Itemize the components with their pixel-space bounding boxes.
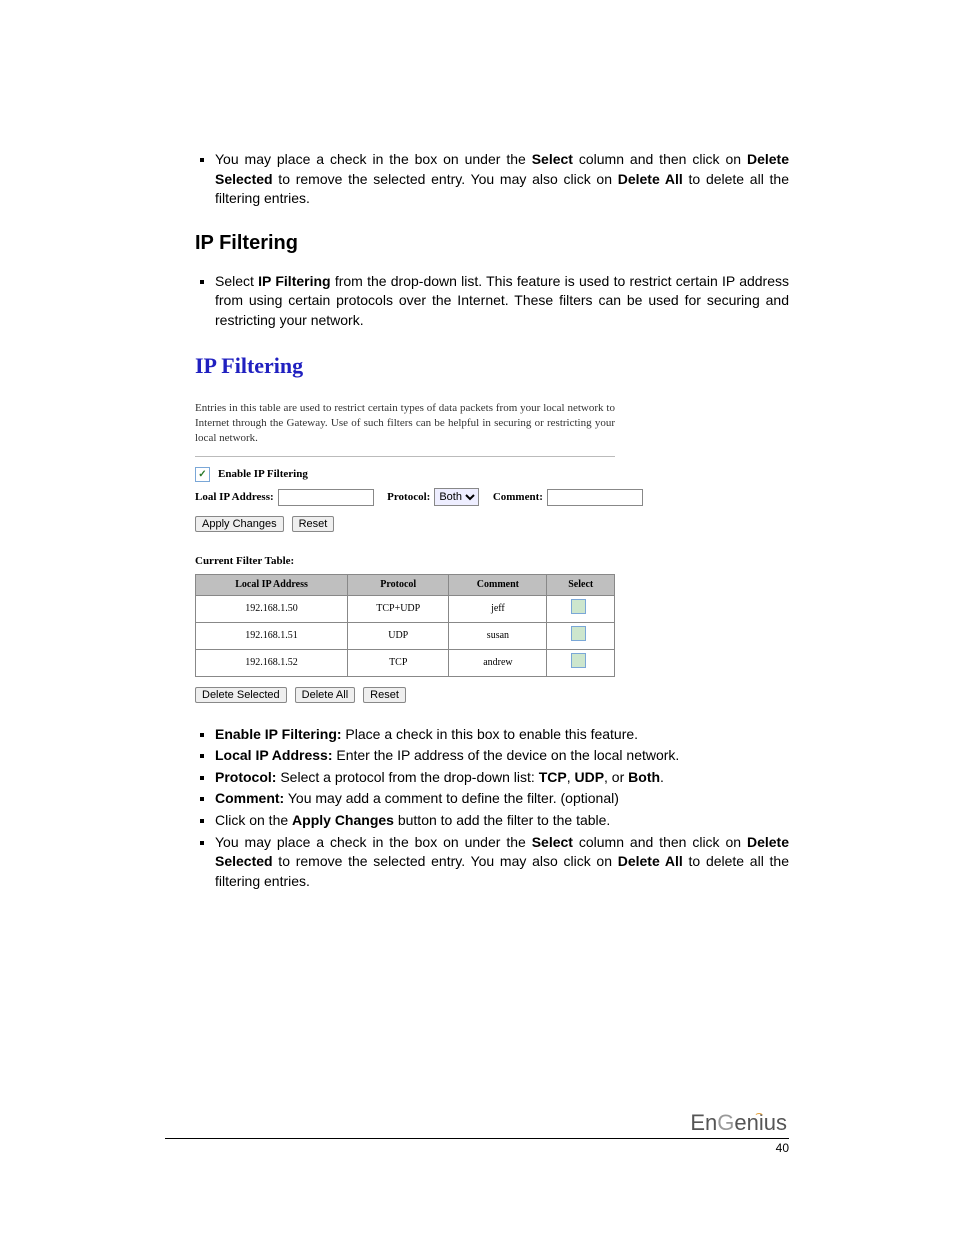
cell-select [547,622,615,649]
cell-proto: TCP [348,649,449,676]
feature-bullet: Enable IP Filtering: Place a check in th… [215,725,789,745]
feature-bullet: Local IP Address: Enter the IP address o… [215,746,789,766]
reset2-button[interactable]: Reset [363,687,406,703]
enable-label: Enable IP Filtering [218,467,308,482]
local-ip-label: Loal IP Address: [195,490,274,505]
cell-comment: jeff [449,595,547,622]
intro-bullet: You may place a check in the box on unde… [215,150,789,209]
col-comment: Comment [449,574,547,595]
row-checkbox[interactable] [571,626,586,641]
row-checkbox[interactable] [571,599,586,614]
cell-select [547,595,615,622]
table-row: 192.168.1.52TCPandrew [196,649,615,676]
col-ip: Local IP Address [196,574,348,595]
feature-bullet: Click on the Apply Changes button to add… [215,811,789,831]
feature-bullet: Protocol: Select a protocol from the dro… [215,768,789,788]
divider [195,456,615,457]
row-checkbox[interactable] [571,653,586,668]
apply-changes-button[interactable]: Apply Changes [195,516,284,532]
feature-bullet: Comment: You may add a comment to define… [215,789,789,809]
cell-comment: andrew [449,649,547,676]
cell-select [547,649,615,676]
section-bullet: Select IP Filtering from the drop-down l… [215,272,789,331]
page-number: 40 [165,1141,789,1155]
protocol-label: Protocol: [387,490,430,505]
cell-ip: 192.168.1.50 [196,595,348,622]
feature-bullet: You may place a check in the box on unde… [215,833,789,892]
cell-proto: UDP [348,622,449,649]
ip-filtering-panel: IP Filtering Entries in this table are u… [195,351,789,703]
delete-all-button[interactable]: Delete All [295,687,355,703]
table-row: 192.168.1.51UDPsusan [196,622,615,649]
logo: ⌢ EnGenius [165,1110,789,1136]
comment-input[interactable] [547,489,643,506]
table-title: Current Filter Table: [195,554,789,569]
panel-title: IP Filtering [195,351,789,382]
cell-ip: 192.168.1.51 [196,622,348,649]
protocol-select[interactable]: Both [434,488,479,506]
delete-selected-button[interactable]: Delete Selected [195,687,287,703]
local-ip-input[interactable] [278,489,374,506]
comment-label: Comment: [493,490,543,505]
col-proto: Protocol [348,574,449,595]
cell-comment: susan [449,622,547,649]
filter-table: Local IP Address Protocol Comment Select… [195,574,615,677]
footer: ⌢ EnGenius 40 [165,1110,789,1155]
section-heading: IP Filtering [195,229,789,257]
table-row: 192.168.1.50TCP+UDPjeff [196,595,615,622]
col-select: Select [547,574,615,595]
cell-proto: TCP+UDP [348,595,449,622]
reset-button[interactable]: Reset [292,516,335,532]
panel-desc: Entries in this table are used to restri… [195,401,615,446]
cell-ip: 192.168.1.52 [196,649,348,676]
wifi-icon: ⌢ [755,1106,763,1121]
enable-checkbox[interactable]: ✓ [195,467,210,482]
